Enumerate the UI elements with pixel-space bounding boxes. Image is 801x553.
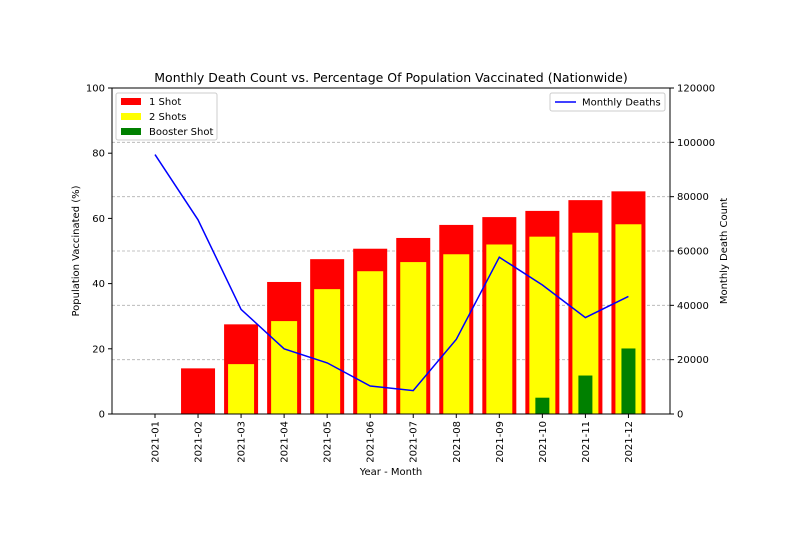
x-axis: 2021-01 2021-02 2021-03 2021-04 2021-05 2021-… bbox=[151, 414, 635, 463]
legend-swatch bbox=[121, 98, 141, 105]
legend-label: 2 Shots bbox=[149, 112, 186, 123]
legend-line: Monthly Deaths bbox=[549, 92, 666, 112]
x-tick-label: 2021-01 bbox=[151, 421, 162, 463]
bar-booster-shot bbox=[621, 348, 636, 414]
bar-2-shots bbox=[400, 262, 427, 414]
legend-box bbox=[549, 92, 666, 112]
monthly-deaths-line bbox=[154, 154, 629, 392]
x-tick-label: 2021-05 bbox=[323, 421, 334, 463]
bar-2-shots bbox=[271, 321, 298, 414]
right-tick-label: 80000 bbox=[677, 192, 709, 203]
bar-2-shots bbox=[314, 289, 341, 414]
bar-2-shots bbox=[357, 271, 384, 414]
bar-booster-shot bbox=[535, 397, 550, 414]
legend-box bbox=[115, 92, 218, 141]
x-tick-label: 2021-10 bbox=[538, 421, 549, 463]
right-axis: 0 20000 40000 60000 80000 100000 120000 bbox=[670, 84, 715, 421]
legend-label: Booster Shot bbox=[149, 127, 213, 138]
bar-2-shots bbox=[228, 364, 255, 414]
x-tick-label: 2021-08 bbox=[452, 421, 463, 463]
bar-series bbox=[181, 191, 646, 414]
chart-title: Monthly Death Count vs. Percentage Of Po… bbox=[154, 70, 627, 85]
legend-swatch bbox=[121, 128, 141, 135]
left-tick-label: 0 bbox=[99, 410, 105, 421]
legend-bars: 1 Shot 2 Shots Booster Shot bbox=[115, 92, 218, 141]
right-tick-label: 100000 bbox=[677, 138, 715, 149]
bar-2-shots bbox=[443, 254, 470, 414]
right-tick-label: 60000 bbox=[677, 247, 709, 258]
x-axis-label: Year - Month bbox=[359, 467, 422, 478]
x-tick-label: 2021-03 bbox=[237, 421, 248, 463]
bar-2-shots bbox=[529, 236, 556, 414]
right-tick-label: 20000 bbox=[677, 355, 709, 366]
bar-booster-shot bbox=[578, 375, 593, 414]
x-tick-label: 2021-06 bbox=[366, 421, 377, 463]
left-tick-label: 80 bbox=[92, 149, 105, 160]
right-tick-label: 40000 bbox=[677, 301, 709, 312]
x-tick-label: 2021-02 bbox=[194, 421, 205, 463]
line-series bbox=[154, 154, 629, 392]
left-axis: 0 20 40 60 80 100 bbox=[86, 84, 112, 421]
right-tick-label: 0 bbox=[677, 410, 683, 421]
legend-label: Monthly Deaths bbox=[582, 98, 661, 109]
right-tick-label: 120000 bbox=[677, 84, 715, 95]
legend-swatch bbox=[121, 113, 141, 120]
left-tick-label: 40 bbox=[92, 279, 105, 290]
bar-2-shots bbox=[486, 244, 513, 414]
y-axis-label: Population Vaccinated (%) bbox=[71, 185, 82, 316]
x-tick-label: 2021-12 bbox=[624, 421, 635, 463]
bar-1-shot bbox=[181, 368, 216, 414]
left-tick-label: 60 bbox=[92, 214, 105, 225]
x-tick-label: 2021-07 bbox=[409, 421, 420, 463]
legend-label: 1 Shot bbox=[149, 97, 181, 108]
x-tick-label: 2021-09 bbox=[495, 421, 506, 463]
left-tick-label: 20 bbox=[92, 344, 105, 355]
x-tick-label: 2021-11 bbox=[581, 421, 592, 463]
left-tick-label: 100 bbox=[86, 84, 105, 95]
x-tick-label: 2021-04 bbox=[280, 421, 291, 463]
y2-axis-label: Monthly Death Count bbox=[719, 198, 730, 304]
